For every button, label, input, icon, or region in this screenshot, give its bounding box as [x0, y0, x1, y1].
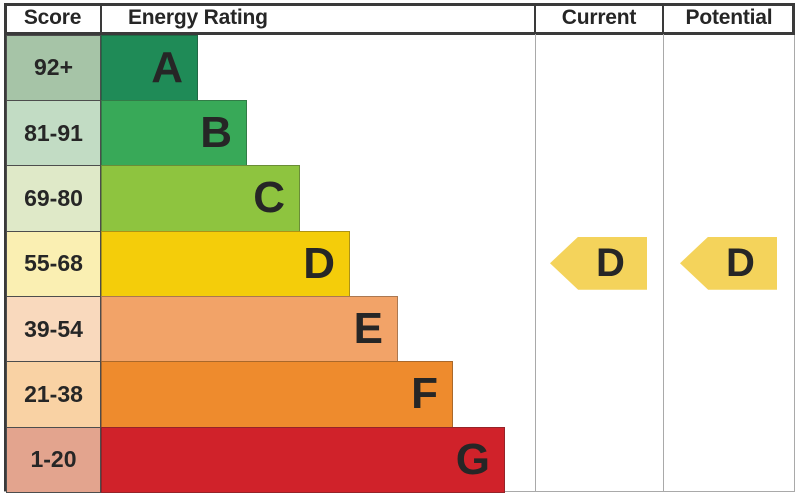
header-divider: [4, 32, 795, 35]
potential-rating-letter: D: [726, 241, 755, 286]
band-score-f: 21-38: [6, 361, 101, 428]
band-bar-b: B: [101, 99, 247, 167]
band-letter-f: F: [411, 369, 438, 419]
band-score-c: 69-80: [6, 165, 101, 232]
current-column-divider-header: [534, 3, 536, 35]
band-score-e: 39-54: [6, 295, 101, 363]
band-bar-d: D: [101, 230, 350, 297]
band-letter-g: G: [455, 434, 490, 484]
band-score-d: 55-68: [6, 230, 101, 297]
header-current: Current: [561, 5, 637, 29]
band-letter-b: B: [200, 108, 232, 158]
band-letter-e: E: [353, 304, 383, 354]
band-bar-g: G: [101, 426, 505, 493]
potential-column-divider: [663, 34, 664, 492]
band-letter-c: C: [253, 173, 285, 223]
header-score: Score: [23, 5, 82, 29]
current-rating-arrow: D: [550, 236, 647, 290]
epc-table: Score Energy Rating Current Potential 92…: [4, 3, 795, 493]
band-bar-c: C: [101, 165, 300, 232]
header-potential: Potential: [685, 5, 773, 29]
table-top-border: [4, 3, 795, 6]
band-score-a: 92+: [6, 34, 101, 101]
band-score-b: 81-91: [6, 99, 101, 167]
band-bar-e: E: [101, 295, 398, 363]
band-score-g: 1-20: [6, 426, 101, 493]
current-column-divider: [535, 34, 536, 492]
header-energy-rating: Energy Rating: [128, 5, 268, 29]
table-right-border-header: [792, 3, 795, 35]
score-column-divider-header: [100, 3, 102, 35]
table-right-border: [794, 34, 795, 492]
table-left-border: [4, 3, 7, 492]
potential-rating-arrow: D: [680, 236, 777, 290]
band-bar-a: A: [101, 34, 198, 101]
potential-column-divider-header: [662, 3, 664, 35]
band-letter-d: D: [303, 238, 335, 288]
band-bar-f: F: [101, 361, 453, 428]
band-letter-a: A: [151, 42, 183, 92]
current-rating-letter: D: [596, 241, 625, 286]
